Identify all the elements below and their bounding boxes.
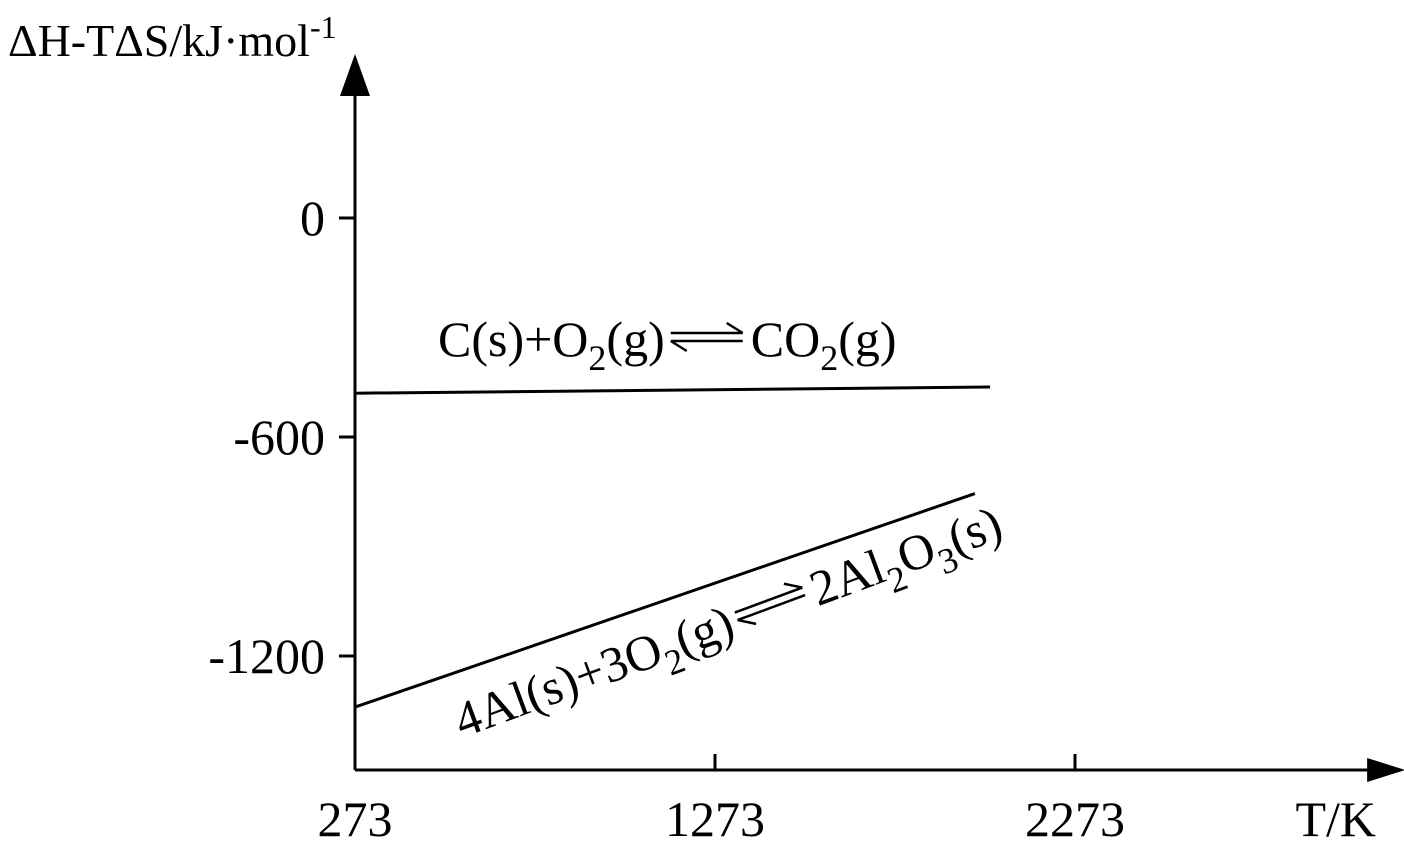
x-tick-label: 273 — [318, 791, 393, 847]
series-line-carbon — [354, 385, 991, 395]
ticks: 0 -600 -1200 273 1273 2273 — [208, 190, 1125, 847]
labels: ΔH-TΔS/kJ·mol-1 T/K C(s)+O2(g) CO2(g) 4Al(s)… — [8, 9, 1376, 847]
series — [354, 385, 991, 709]
equilibrium-arrow-aluminum-forward — [734, 582, 803, 614]
y-axis-title: ΔH-TΔS/kJ·mol-1 — [8, 9, 337, 66]
equation-carbon-text: C(s)+O2(g) CO2(g) — [438, 311, 897, 378]
equilibrium-arrow-aluminum-reverse — [737, 593, 806, 626]
equilibrium-arrow-carbon-reverse — [670, 339, 743, 353]
y-tick-label: -600 — [233, 409, 325, 465]
equation-carbon: C(s)+O2(g) CO2(g) — [438, 311, 897, 378]
x-axis-title: T/K — [1295, 791, 1376, 847]
y-tick-label: -1200 — [208, 628, 325, 684]
equation-aluminum: 4Al(s)+3O2(g)2Al2O3(s) — [446, 495, 1013, 759]
x-tick-label: 2273 — [1025, 791, 1125, 847]
equation-aluminum-text: 4Al(s)+3O2(g)2Al2O3(s) — [446, 495, 1013, 759]
series-line-aluminum — [354, 492, 976, 709]
x-tick-label: 1273 — [665, 791, 765, 847]
axes — [340, 54, 1404, 782]
x-axis-arrow — [1367, 758, 1404, 782]
y-axis-arrow — [340, 54, 370, 96]
y-tick-label: 0 — [300, 190, 325, 246]
equilibrium-arrow-carbon-forward — [670, 321, 744, 335]
